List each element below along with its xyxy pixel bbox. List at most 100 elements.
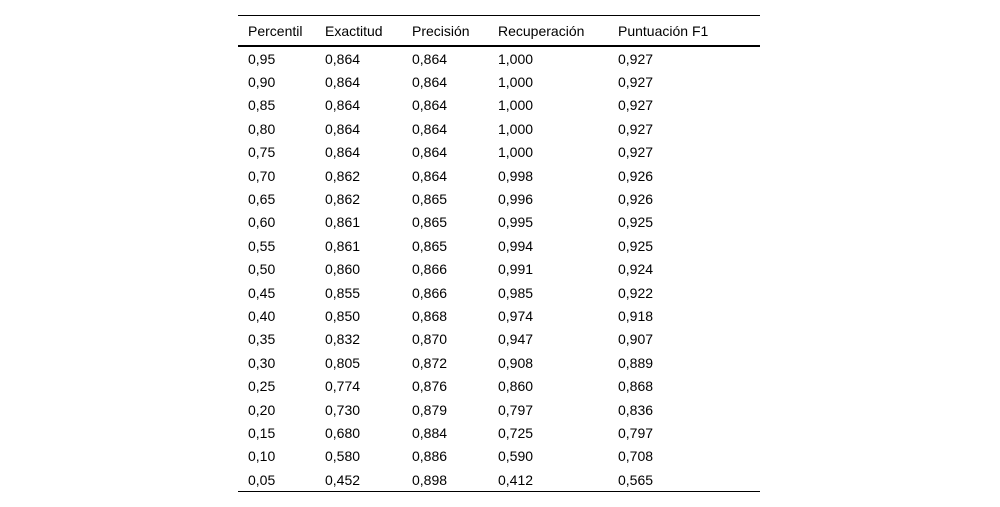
table-cell: 1,000	[498, 144, 534, 161]
table-cell: 0,797	[498, 401, 534, 418]
table-cell: 0,872	[412, 354, 448, 371]
table-cell: 0,774	[325, 378, 361, 395]
table-row: 0,75 0,864 0,864 1,000 0,927	[238, 141, 760, 164]
table-cell: 0,35	[248, 331, 276, 348]
table-cell: 0,864	[412, 144, 448, 161]
table-cell: 0,45	[248, 284, 276, 301]
table-cell: 0,927	[618, 144, 654, 161]
table-cell: 0,865	[412, 237, 448, 254]
table-cell: 0,50	[248, 261, 276, 278]
table-cell: 0,994	[498, 237, 534, 254]
table-cell: 0,452	[325, 471, 361, 488]
table-cell: 0,864	[325, 50, 361, 67]
table-cell: 0,805	[325, 354, 361, 371]
table-cell: 0,10	[248, 448, 276, 465]
table-row: 0,20 0,730 0,879 0,797 0,836	[238, 398, 760, 421]
table-cell: 0,708	[618, 448, 654, 465]
table-cell: 0,924	[618, 261, 654, 278]
table-cell: 0,864	[325, 74, 361, 91]
table-cell: 0,85	[248, 97, 276, 114]
table-header-row: Percentil Exactitud Precisión Recuperación P…	[238, 15, 760, 47]
table-cell: 0,864	[325, 120, 361, 137]
table-cell: 0,927	[618, 74, 654, 91]
table-cell: 0,927	[618, 50, 654, 67]
table-cell: 0,864	[412, 120, 448, 137]
table-row: 0,10 0,580 0,886 0,590 0,708	[238, 445, 760, 468]
table-cell: 0,861	[325, 214, 361, 231]
table-cell: 0,864	[325, 97, 361, 114]
table-cell: 0,864	[412, 167, 448, 184]
table-cell: 1,000	[498, 97, 534, 114]
table-row: 0,55 0,861 0,865 0,994 0,925	[238, 234, 760, 257]
column-header-0: Percentil	[238, 15, 325, 47]
table-row: 0,40 0,850 0,868 0,974 0,918	[238, 304, 760, 327]
table-cell: 0,927	[618, 97, 654, 114]
table-cell: 0,991	[498, 261, 534, 278]
table-cell: 0,20	[248, 401, 276, 418]
table-cell: 0,80	[248, 120, 276, 137]
table-cell: 0,908	[498, 354, 534, 371]
table-cell: 0,25	[248, 378, 276, 395]
table-cell: 0,580	[325, 448, 361, 465]
table-row: 0,05 0,452 0,898 0,412 0,565	[238, 468, 760, 492]
table-cell: 0,40	[248, 307, 276, 324]
table-cell: 0,864	[412, 97, 448, 114]
table-cell: 0,680	[325, 424, 361, 441]
table-body: 0,95 0,864 0,864 1,000 0,927 0,90 0,864 0,864 1,…	[238, 46, 760, 492]
column-header-1: Exactitud	[325, 15, 412, 47]
table-cell: 0,864	[325, 144, 361, 161]
table-cell: 0,565	[618, 471, 654, 488]
metrics-table: Percentil Exactitud Precisión Recuperación P…	[238, 15, 760, 493]
table-row: 0,70 0,862 0,864 0,998 0,926	[238, 164, 760, 187]
table-cell: 0,75	[248, 144, 276, 161]
table-head: Percentil Exactitud Precisión Recuperación P…	[238, 15, 760, 47]
table-row: 0,85 0,864 0,864 1,000 0,927	[238, 94, 760, 117]
table-row: 0,50 0,860 0,866 0,991 0,924	[238, 258, 760, 281]
table-cell: 0,850	[325, 307, 361, 324]
table-cell: 0,15	[248, 424, 276, 441]
table-cell: 0,60	[248, 214, 276, 231]
table-cell: 0,836	[618, 401, 654, 418]
table-cell: 0,865	[412, 191, 448, 208]
table-row: 0,95 0,864 0,864 1,000 0,927	[238, 46, 760, 70]
table-cell: 0,868	[618, 378, 654, 395]
table-cell: 0,907	[618, 331, 654, 348]
table-cell: 0,926	[618, 191, 654, 208]
table-cell: 1,000	[498, 74, 534, 91]
table-cell: 0,855	[325, 284, 361, 301]
table-cell: 0,65	[248, 191, 276, 208]
table-cell: 0,865	[412, 214, 448, 231]
column-header-3: Recuperación	[498, 15, 618, 47]
table-cell: 0,412	[498, 471, 534, 488]
column-header-4: Puntuación F1	[618, 15, 760, 47]
table-cell: 0,860	[498, 378, 534, 395]
table-cell: 0,925	[618, 214, 654, 231]
table-cell: 0,590	[498, 448, 534, 465]
table-cell: 0,974	[498, 307, 534, 324]
table-cell: 0,886	[412, 448, 448, 465]
table-row: 0,30 0,805 0,872 0,908 0,889	[238, 351, 760, 374]
table-cell: 0,866	[412, 261, 448, 278]
table-cell: 0,797	[618, 424, 654, 441]
table-cell: 0,925	[618, 237, 654, 254]
table-row: 0,35 0,832 0,870 0,947 0,907	[238, 328, 760, 351]
column-header-2: Precisión	[412, 15, 498, 47]
table-cell: 0,995	[498, 214, 534, 231]
table-cell: 0,725	[498, 424, 534, 441]
table-cell: 0,927	[618, 120, 654, 137]
table-row: 0,15 0,680 0,884 0,725 0,797	[238, 421, 760, 444]
table-cell: 0,998	[498, 167, 534, 184]
table-cell: 0,996	[498, 191, 534, 208]
table-cell: 0,985	[498, 284, 534, 301]
table-cell: 1,000	[498, 50, 534, 67]
table-row: 0,65 0,862 0,865 0,996 0,926	[238, 187, 760, 210]
table-cell: 0,898	[412, 471, 448, 488]
table-cell: 0,860	[325, 261, 361, 278]
table-cell: 0,947	[498, 331, 534, 348]
table-row: 0,60 0,861 0,865 0,995 0,925	[238, 211, 760, 234]
table-cell: 0,879	[412, 401, 448, 418]
table-cell: 0,870	[412, 331, 448, 348]
table-row: 0,80 0,864 0,864 1,000 0,927	[238, 117, 760, 140]
table-cell: 0,862	[325, 191, 361, 208]
